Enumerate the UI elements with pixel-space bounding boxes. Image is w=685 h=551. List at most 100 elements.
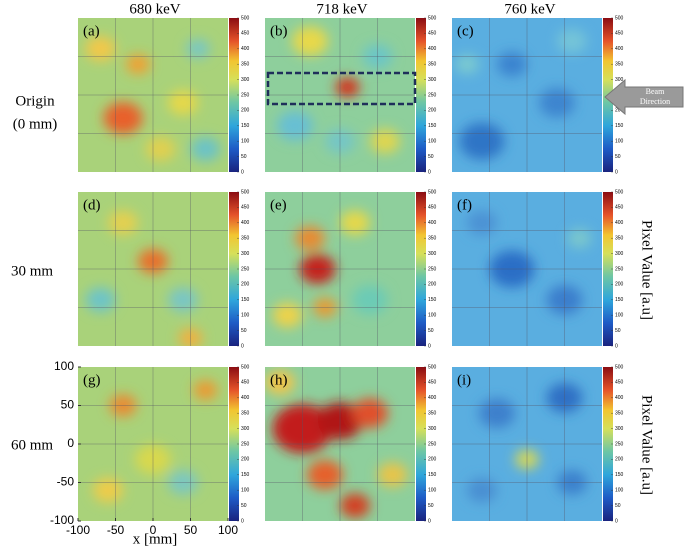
blob bbox=[467, 210, 497, 236]
colorbar-tick-label: 300 bbox=[241, 77, 250, 83]
x-tick-label: 0 bbox=[150, 523, 157, 537]
colorbar-tick-label: 150 bbox=[615, 472, 624, 478]
colorbar-tick-label: 400 bbox=[428, 46, 437, 52]
blob bbox=[335, 77, 360, 98]
x-tick-label: 100 bbox=[218, 523, 238, 537]
colorbar bbox=[416, 192, 426, 346]
colorbar-tick-label: 100 bbox=[615, 313, 624, 319]
colorbar-tick-label: 500 bbox=[428, 15, 437, 21]
colorbar-tick-label: 0 bbox=[241, 169, 244, 175]
colorbar-tick-label: 500 bbox=[241, 189, 250, 195]
colorbar-tick-label: 150 bbox=[428, 297, 437, 303]
heatmap bbox=[452, 18, 602, 172]
colorbar-tick-label: 300 bbox=[241, 426, 250, 432]
colorbar-tick-label: 350 bbox=[241, 62, 250, 68]
colorbar-tick-label: 450 bbox=[241, 380, 250, 386]
colorbar-tick-label: 400 bbox=[428, 220, 437, 226]
colorbar-tick-label: 300 bbox=[615, 251, 624, 257]
column-title: 718 keV bbox=[316, 1, 367, 17]
colorbar-tick-label: 250 bbox=[428, 441, 437, 447]
blobs bbox=[455, 28, 587, 160]
panel-label: (i) bbox=[457, 372, 471, 388]
blob bbox=[377, 462, 408, 488]
colorbar-tick-label: 500 bbox=[428, 189, 437, 195]
colorbar-tick-label: 400 bbox=[241, 46, 250, 52]
colorbar-label: Pixel Value [a.u] bbox=[639, 220, 655, 320]
colorbar-tick-label: 400 bbox=[615, 220, 624, 226]
colorbar-tick-label: 200 bbox=[428, 108, 437, 114]
panel-label: (b) bbox=[270, 23, 288, 39]
colorbar-tick-label: 200 bbox=[615, 282, 624, 288]
colorbar-tick-label: 500 bbox=[615, 364, 624, 370]
blob bbox=[85, 287, 116, 313]
colorbar-tick-label: 300 bbox=[615, 426, 624, 432]
colorbar-tick-label: 400 bbox=[241, 395, 250, 401]
blob bbox=[103, 102, 143, 135]
colorbar-tick-label: 100 bbox=[241, 313, 250, 319]
blob bbox=[340, 210, 370, 236]
colorbar-tick-label: 50 bbox=[241, 328, 247, 334]
colorbar-tick-label: 50 bbox=[615, 328, 621, 334]
colorbar-tick-label: 100 bbox=[428, 139, 437, 145]
colorbar-tick-label: 250 bbox=[428, 92, 437, 98]
blob bbox=[567, 228, 592, 249]
colorbar-tick-label: 150 bbox=[428, 472, 437, 478]
roi-box bbox=[266, 71, 417, 106]
colorbar-tick-label: 400 bbox=[428, 395, 437, 401]
colorbar-tick-label: 100 bbox=[428, 488, 437, 494]
colorbar-tick-label: 100 bbox=[615, 139, 624, 145]
beam-label: Direction bbox=[640, 97, 670, 106]
colorbar-tick-label: 450 bbox=[428, 31, 437, 37]
colorbar-tick-label: 350 bbox=[428, 411, 437, 417]
blob bbox=[292, 26, 328, 56]
colorbar-tick-label: 250 bbox=[615, 441, 624, 447]
colorbar bbox=[603, 192, 613, 346]
colorbar-tick-label: 500 bbox=[428, 364, 437, 370]
colorbar-tick-label: 250 bbox=[241, 441, 250, 447]
colorbar-tick-label: 500 bbox=[241, 364, 250, 370]
colorbar-tick-label: 100 bbox=[615, 488, 624, 494]
colorbar bbox=[229, 192, 239, 346]
colorbar-tick-label: 200 bbox=[615, 457, 624, 463]
colorbar-tick-label: 300 bbox=[615, 77, 624, 83]
blob bbox=[186, 38, 210, 59]
colorbar-label: Pixel Value [a.u] bbox=[639, 395, 655, 495]
panel-label: (g) bbox=[83, 372, 101, 388]
colorbar-tick-label: 0 bbox=[428, 518, 431, 524]
colorbar bbox=[603, 367, 613, 521]
x-axis-label: x [mm] bbox=[133, 531, 178, 547]
blob bbox=[352, 398, 388, 428]
blob bbox=[352, 285, 388, 315]
colorbar-tick-label: 250 bbox=[615, 266, 624, 272]
colorbar-tick-label: 0 bbox=[615, 343, 618, 349]
colorbar-tick-label: 0 bbox=[241, 343, 244, 349]
colorbar-tick-label: 350 bbox=[428, 236, 437, 242]
colorbar-tick-label: 450 bbox=[241, 31, 250, 37]
colorbar-tick-label: 250 bbox=[428, 266, 437, 272]
heatmap bbox=[452, 367, 602, 521]
beam-label: Beam bbox=[646, 87, 665, 96]
blob bbox=[193, 380, 218, 400]
colorbar-tick-label: 350 bbox=[428, 62, 437, 68]
colorbar-tick-label: 50 bbox=[615, 503, 621, 509]
panel-label: (c) bbox=[457, 23, 474, 39]
blob bbox=[497, 51, 527, 77]
blob bbox=[455, 54, 479, 75]
colorbar-tick-label: 50 bbox=[241, 154, 247, 160]
colorbar-tick-label: 50 bbox=[428, 503, 434, 509]
colorbar-tick-label: 200 bbox=[241, 457, 250, 463]
panel-label: (e) bbox=[270, 197, 287, 213]
colorbar-tick-label: 250 bbox=[241, 92, 250, 98]
colorbar-tick-label: 450 bbox=[615, 31, 624, 37]
maps: (a)050100150200250300350400450500(b)0501… bbox=[50, 15, 624, 537]
row-label: Origin bbox=[15, 93, 55, 109]
colorbar-tick-label: 300 bbox=[428, 77, 437, 83]
colorbar-tick-label: 150 bbox=[615, 123, 624, 129]
colorbar-tick-label: 450 bbox=[615, 205, 624, 211]
colorbar-tick-label: 350 bbox=[615, 62, 624, 68]
colorbar-tick-label: 300 bbox=[428, 426, 437, 432]
colorbar-tick-label: 0 bbox=[615, 518, 618, 524]
colorbar-tick-label: 200 bbox=[241, 282, 250, 288]
colorbar-tick-label: 150 bbox=[615, 297, 624, 303]
blob bbox=[145, 136, 176, 162]
